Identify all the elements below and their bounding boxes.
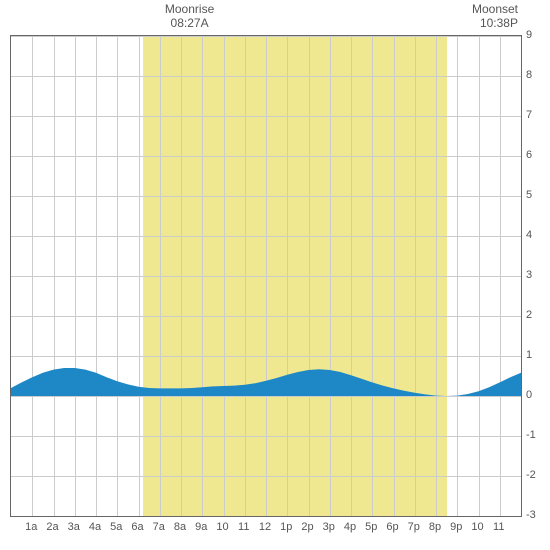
moonrise-header: Moonrise 08:27A bbox=[165, 2, 214, 30]
x-tick-label: 1p bbox=[280, 521, 292, 533]
y-tick-label: 6 bbox=[526, 149, 532, 161]
x-tick-label: 10 bbox=[471, 521, 483, 533]
y-tick-label: 8 bbox=[526, 69, 532, 81]
moonset-label: Moonset bbox=[472, 2, 518, 16]
x-tick-label: 7a bbox=[153, 521, 165, 533]
tide-chart: Moonrise 08:27A Moonset 10:38P 1a 2a 3a 4a 5… bbox=[0, 0, 550, 550]
x-tick-label: 2a bbox=[46, 521, 58, 533]
x-tick-label: 6a bbox=[131, 521, 143, 533]
y-tick-label: -1 bbox=[526, 429, 536, 441]
y-tick-label: 2 bbox=[526, 309, 532, 321]
x-tick-label: 12 bbox=[259, 521, 271, 533]
x-tick-label: 3p bbox=[323, 521, 335, 533]
x-tick-label: 5a bbox=[110, 521, 122, 533]
x-tick-label: 10 bbox=[216, 521, 228, 533]
x-tick-label: 9p bbox=[450, 521, 462, 533]
x-tick-label: 6p bbox=[386, 521, 398, 533]
moonrise-time: 08:27A bbox=[165, 16, 214, 30]
x-tick-label: 4a bbox=[89, 521, 101, 533]
x-tick-label: 11 bbox=[493, 521, 504, 533]
tide-area bbox=[11, 36, 521, 516]
x-tick-label: 7p bbox=[408, 521, 420, 533]
x-tick-label: 3a bbox=[68, 521, 80, 533]
y-tick-label: 7 bbox=[526, 109, 532, 121]
x-tick-label: 9a bbox=[195, 521, 207, 533]
x-tick-label: 8a bbox=[174, 521, 186, 533]
moonrise-label: Moonrise bbox=[165, 2, 214, 16]
y-tick-label: -2 bbox=[526, 469, 536, 481]
y-tick-label: 5 bbox=[526, 189, 532, 201]
y-tick-label: 3 bbox=[526, 269, 532, 281]
plot-area bbox=[10, 35, 522, 517]
x-tick-label: 1a bbox=[25, 521, 37, 533]
x-tick-label: 8p bbox=[429, 521, 441, 533]
y-tick-label: 1 bbox=[526, 349, 532, 361]
x-tick-label: 11 bbox=[238, 521, 249, 533]
y-tick-label: 9 bbox=[526, 29, 532, 41]
y-tick-label: 4 bbox=[526, 229, 532, 241]
y-tick-label: 0 bbox=[526, 389, 532, 401]
x-tick-label: 5p bbox=[365, 521, 377, 533]
x-tick-label: 4p bbox=[344, 521, 356, 533]
x-tick-label: 2p bbox=[301, 521, 313, 533]
moonset-time: 10:38P bbox=[472, 16, 518, 30]
moonset-header: Moonset 10:38P bbox=[472, 2, 518, 30]
y-tick-label: -3 bbox=[526, 509, 536, 521]
